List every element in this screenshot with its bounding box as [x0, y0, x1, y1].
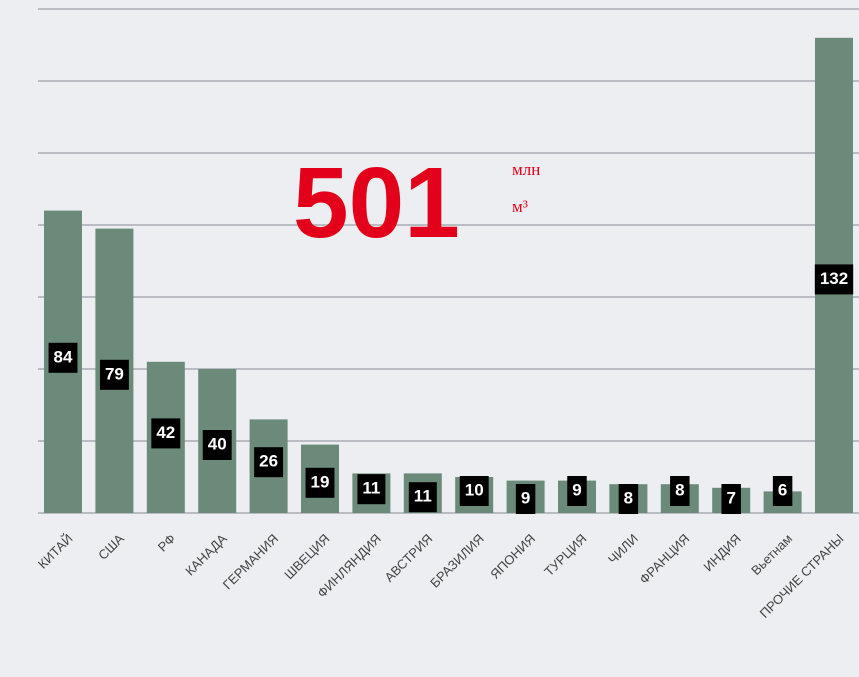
value-label-group: 10 [459, 476, 489, 506]
value-label: 11 [362, 479, 380, 498]
value-label-group: 9 [567, 476, 587, 506]
value-label-group: 84 [48, 342, 78, 373]
value-label: 40 [208, 434, 227, 453]
value-label-group: 7 [721, 484, 741, 514]
value-label-group: 6 [772, 476, 793, 506]
value-label-box [254, 447, 284, 478]
value-label-group: 11 [357, 474, 386, 505]
value-label-box [202, 430, 232, 460]
value-label-box [814, 264, 854, 295]
value-label: 10 [465, 480, 484, 499]
value-label-group: 11 [408, 482, 437, 513]
value-label: 8 [624, 488, 633, 507]
value-label: 132 [820, 269, 848, 288]
value-label-box [99, 359, 129, 390]
value-label-box [721, 484, 741, 514]
value-label: 9 [521, 488, 530, 507]
value-label: 9 [572, 480, 581, 499]
bars: 84 79 42 40 26 19 11 11 10 9 9 8 8 7 6 132 [44, 37, 854, 514]
value-label-group: 26 [254, 447, 284, 478]
value-label-box [670, 476, 690, 506]
value-label-group: 8 [618, 484, 639, 514]
value-label: 6 [778, 480, 787, 499]
value-label-group: 42 [151, 418, 181, 449]
value-label-group: 40 [202, 430, 232, 460]
value-label-box [408, 482, 437, 513]
value-label-box [48, 342, 78, 373]
annotation: 501 [293, 147, 460, 259]
annotation-unit: млн [512, 160, 540, 179]
value-label: 26 [259, 452, 278, 471]
value-label-box [459, 476, 489, 506]
value-label-group: 9 [515, 484, 536, 514]
value-label-box [618, 484, 639, 514]
value-label-group: 19 [305, 467, 335, 498]
value-label-box [305, 467, 335, 498]
value-label: 11 [414, 487, 432, 506]
annotation-unit: м³ [512, 197, 528, 216]
value-label-group: 79 [99, 359, 129, 390]
value-label: 84 [54, 347, 73, 366]
value-label-box [151, 418, 181, 449]
value-label: 19 [311, 472, 330, 491]
value-label-box [515, 484, 536, 514]
value-label: 79 [105, 364, 124, 383]
value-label: 42 [156, 423, 175, 442]
value-label-box [567, 476, 587, 506]
value-label-box [357, 474, 386, 505]
value-label-box [772, 476, 793, 506]
value-label-group: 8 [670, 476, 690, 506]
value-label: 8 [675, 480, 684, 499]
value-label: 7 [726, 488, 735, 507]
value-label-group: 132 [814, 264, 854, 295]
